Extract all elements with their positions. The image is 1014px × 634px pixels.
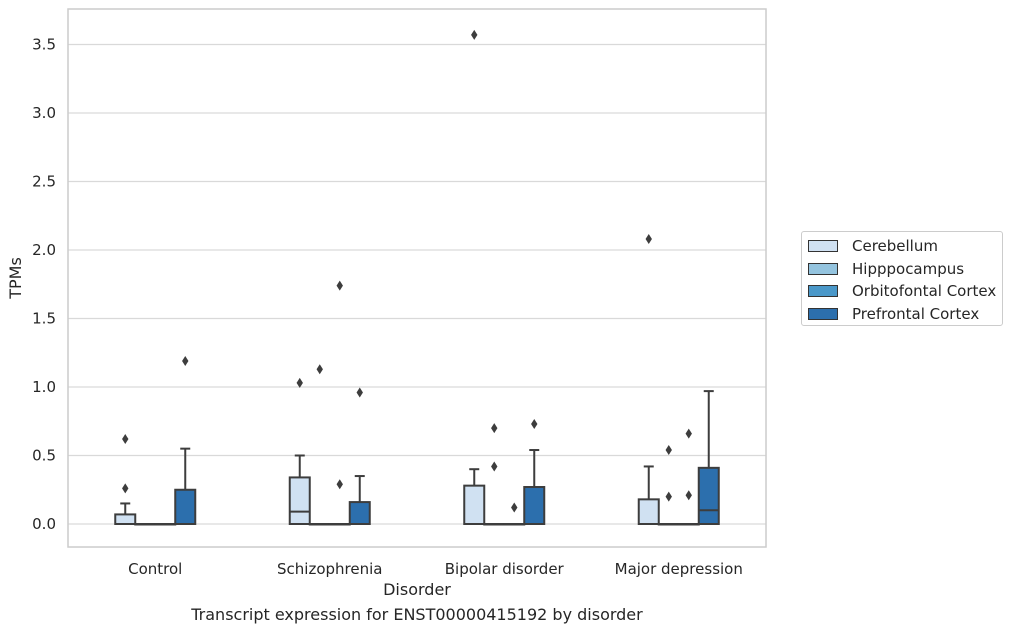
legend: Cerebellum Hipppocampus Orbitofontal Corte…	[801, 231, 1003, 326]
legend-item: Orbitofontal Cortex	[808, 281, 996, 301]
box-hipppocampus	[308, 364, 331, 526]
box	[308, 523, 331, 526]
outlier-point	[491, 461, 498, 472]
box	[154, 523, 177, 526]
box-prefrontal-cortex	[697, 390, 720, 525]
legend-item: Prefrontal Cortex	[808, 304, 979, 324]
legend-item: Cerebellum	[808, 236, 938, 256]
box	[637, 498, 660, 525]
outlier-point	[645, 234, 652, 245]
box	[288, 476, 311, 526]
box-prefrontal-cortex	[523, 418, 546, 526]
boxplot-chart: 0.0 0.5 1.0 1.5 2.0 2.5 3.0 3.5 Control Schizoph…	[6, 8, 767, 599]
y-tick-label: 0.5	[32, 447, 56, 465]
outlier-point	[665, 491, 672, 502]
box-prefrontal-cortex	[174, 355, 197, 525]
y-tick-label: 3.5	[32, 36, 56, 54]
box-groups	[114, 29, 720, 526]
box-cerebellum	[288, 377, 311, 526]
x-tick-label: Bipolar disorder	[445, 560, 565, 578]
legend-label: Cerebellum	[852, 237, 938, 255]
y-tick-label: 2.5	[32, 173, 56, 191]
box	[114, 513, 137, 525]
y-tick-labels: 0.0 0.5 1.0 1.5 2.0 2.5 3.0 3.5	[32, 36, 56, 534]
y-tick-label: 3.0	[32, 104, 56, 122]
x-tick-label: Schizophrenia	[277, 560, 382, 578]
outlier-point	[316, 364, 323, 375]
box-orbitofontal-cortex	[154, 523, 177, 526]
x-axis-label: Disorder	[383, 580, 451, 599]
outlier-point	[122, 483, 129, 494]
legend-swatch	[808, 285, 838, 297]
box	[697, 466, 720, 525]
box-orbitofontal-cortex	[677, 428, 700, 526]
y-tick-label: 2.0	[32, 241, 56, 259]
y-tick-label: 0.0	[32, 515, 56, 533]
box	[657, 523, 680, 526]
outlier-point	[531, 418, 538, 429]
outlier-point	[511, 502, 518, 513]
box	[483, 523, 506, 526]
box	[328, 523, 351, 526]
y-tick-label: 1.0	[32, 378, 56, 396]
outlier-point	[336, 479, 343, 490]
legend-swatch	[808, 262, 838, 275]
outlier-point	[665, 445, 672, 456]
box	[523, 486, 546, 526]
y-tick-label: 1.5	[32, 310, 56, 328]
x-tick-labels: Control Schizophrenia Bipolar disorder Majo…	[128, 560, 743, 578]
box	[348, 501, 371, 525]
outlier-point	[356, 387, 363, 398]
box-orbitofontal-cortex	[503, 502, 526, 526]
box	[174, 488, 197, 525]
legend-item: Hipppocampus	[808, 259, 964, 279]
plot-frame	[67, 8, 767, 548]
box	[503, 523, 526, 526]
box	[134, 523, 157, 526]
box-cerebellum	[637, 234, 660, 525]
grid-lines	[68, 43, 766, 525]
outlier-point	[182, 355, 189, 366]
box-cerebellum	[463, 29, 486, 526]
outlier-point	[491, 423, 498, 434]
y-axis-label: TPMs	[6, 257, 25, 300]
box-hipppocampus	[134, 523, 157, 526]
outlier-point	[336, 280, 343, 291]
box-orbitofontal-cortex	[328, 280, 351, 526]
box-hipppocampus	[657, 445, 680, 526]
legend-label: Orbitofontal Cortex	[852, 282, 997, 300]
outlier-point	[471, 29, 478, 40]
x-tick-label: Control	[128, 560, 182, 578]
outlier-point	[122, 434, 129, 445]
legend-label: Hipppocampus	[852, 259, 965, 278]
box-cerebellum	[114, 434, 137, 525]
x-tick-label: Major depression	[615, 560, 743, 578]
legend-swatch	[808, 240, 838, 252]
outlier-point	[685, 428, 692, 439]
outlier-point	[685, 490, 692, 501]
box	[463, 484, 486, 526]
box-hipppocampus	[483, 423, 506, 526]
chart-caption: Transcript expression for ENST0000041519…	[191, 605, 643, 624]
box-prefrontal-cortex	[348, 387, 371, 525]
outlier-point	[296, 377, 303, 388]
legend-swatch	[808, 307, 838, 320]
legend-label: Prefrontal Cortex	[852, 304, 980, 323]
box	[677, 523, 700, 526]
